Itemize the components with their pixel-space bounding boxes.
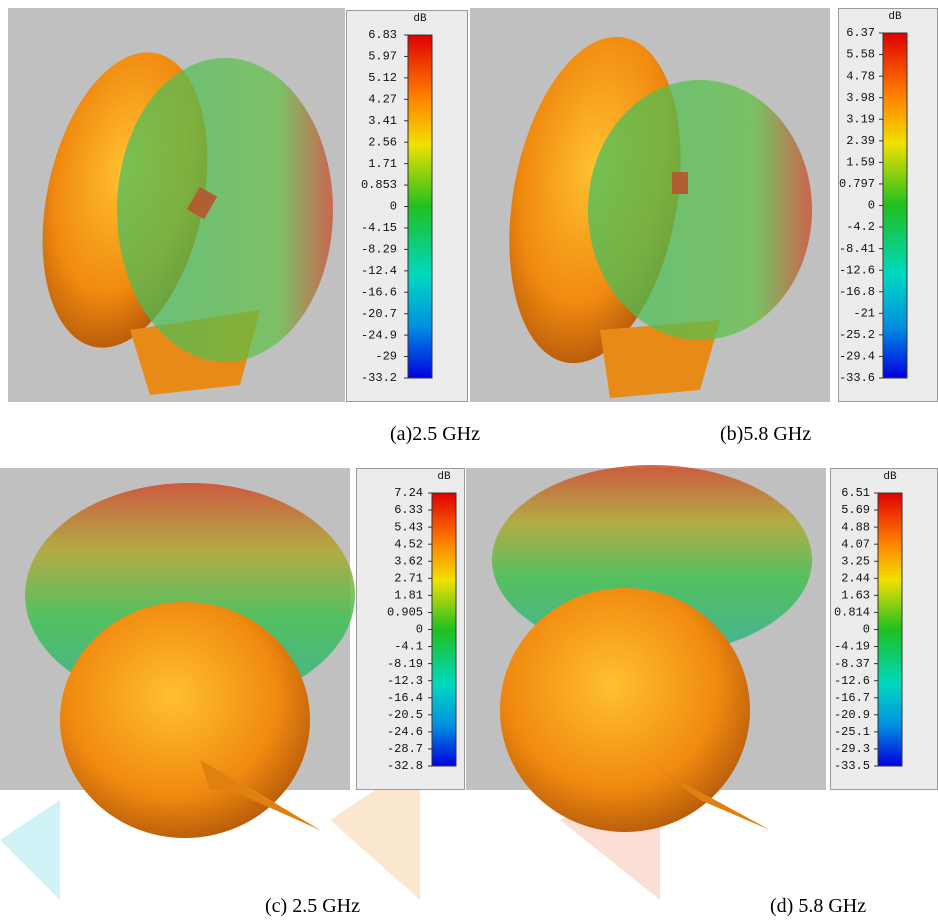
colorbar-label: -12.6 xyxy=(839,263,875,277)
caption: (c) 2.5 GHz xyxy=(265,895,360,917)
colorbar-label: 2.56 xyxy=(368,135,397,149)
caption: (b)5.8 GHz xyxy=(720,423,811,445)
colorbar-label: 2.39 xyxy=(846,134,875,148)
colorbar-label: -4.15 xyxy=(361,221,397,235)
colorbar xyxy=(408,35,432,378)
colorbar-unit: dB xyxy=(883,471,897,483)
colorbar-label: 4.07 xyxy=(841,537,870,551)
colorbar-unit: dB xyxy=(888,11,902,23)
colorbar-label: -32.8 xyxy=(387,759,423,773)
colorbar-label: -33.2 xyxy=(361,371,397,385)
colorbar-label: 0.797 xyxy=(839,177,875,191)
colorbar-label: -8.29 xyxy=(361,243,397,257)
pattern-image-d xyxy=(466,465,826,832)
colorbar-label: 1.63 xyxy=(841,589,870,603)
colorbar-label: -4.1 xyxy=(394,640,423,654)
colorbar-label: 0.905 xyxy=(387,606,423,620)
colorbar-label: 0.814 xyxy=(834,606,870,620)
colorbar-label: 7.24 xyxy=(394,486,423,500)
colorbar-label: 4.88 xyxy=(841,520,870,534)
colorbar-label: -8.19 xyxy=(387,657,423,671)
colorbar xyxy=(878,493,902,766)
colorbar-label: -16.6 xyxy=(361,285,397,299)
figure: dB 6.83 5.97 5.12 4.27 3.41 2.56 1.71 0.853 0 -4.1… xyxy=(0,0,938,922)
caption: (a)2.5 GHz xyxy=(390,423,480,445)
colorbar-label: 5.69 xyxy=(841,503,870,517)
colorbar-label: 3.98 xyxy=(846,91,875,105)
colorbar-label: -33.5 xyxy=(834,759,870,773)
colorbar-label: 6.33 xyxy=(394,503,423,517)
colorbar-unit: dB xyxy=(437,471,451,483)
colorbar-label: -4.19 xyxy=(834,640,870,654)
caption: (d) 5.8 GHz xyxy=(770,895,866,917)
colorbar-label: 1.81 xyxy=(394,589,423,603)
colorbar-label: 3.25 xyxy=(841,554,870,568)
colorbar-label: -8.37 xyxy=(834,657,870,671)
colorbar-label: -24.9 xyxy=(361,328,397,342)
colorbar-label: -25.1 xyxy=(834,725,870,739)
colorbar-label: -29.4 xyxy=(839,350,875,364)
colorbar-label: -16.4 xyxy=(387,691,423,705)
colorbar-label: -12.6 xyxy=(834,674,870,688)
colorbar-label: 4.52 xyxy=(394,537,423,551)
colorbar-label: 5.12 xyxy=(368,71,397,85)
colorbar xyxy=(883,33,907,378)
colorbar-label: -25.2 xyxy=(839,328,875,342)
colorbar-label: 1.71 xyxy=(368,157,397,171)
colorbar-label: 3.41 xyxy=(368,114,397,128)
colorbar-label: 5.43 xyxy=(394,520,423,534)
colorbar-label: 6.51 xyxy=(841,486,870,500)
colorbar-label: -12.3 xyxy=(387,674,423,688)
colorbar-label: -16.7 xyxy=(834,691,870,705)
colorbar-label: 2.71 xyxy=(394,571,423,585)
colorbar-unit: dB xyxy=(413,13,427,25)
pattern-image-a xyxy=(8,8,345,402)
colorbar-label: -33.6 xyxy=(839,371,875,385)
colorbar-label: 0 xyxy=(868,199,875,213)
colorbar-label: 2.44 xyxy=(841,571,870,585)
colorbar-label: -29.3 xyxy=(834,742,870,756)
colorbar-label: -24.6 xyxy=(387,725,423,739)
colorbar-label: 0.853 xyxy=(361,178,397,192)
colorbar-label: 6.37 xyxy=(846,26,875,40)
colorbar-label: -8.41 xyxy=(839,242,875,256)
colorbar-label: -21 xyxy=(853,306,875,320)
colorbar-label: -4.2 xyxy=(846,220,875,234)
colorbar-label: 0 xyxy=(863,623,870,637)
pattern-image-b xyxy=(470,8,830,402)
pattern-image-c xyxy=(0,468,355,838)
colorbar-label: -20.7 xyxy=(361,307,397,321)
colorbar-label: 0 xyxy=(416,623,423,637)
colorbar-label: -20.5 xyxy=(387,708,423,722)
colorbar-label: 5.97 xyxy=(368,50,397,64)
colorbar-label: 0 xyxy=(390,200,397,214)
colorbar-label: -16.8 xyxy=(839,285,875,299)
colorbar xyxy=(432,493,456,766)
colorbar-label: 3.19 xyxy=(846,112,875,126)
colorbar-label: -29 xyxy=(375,350,397,364)
colorbar-label: -28.7 xyxy=(387,742,423,756)
colorbar-label: 3.62 xyxy=(394,554,423,568)
colorbar-label: 4.27 xyxy=(368,92,397,106)
colorbar-label: 1.59 xyxy=(846,156,875,170)
colorbar-label: 6.83 xyxy=(368,28,397,42)
colorbar-label: -12.4 xyxy=(361,264,397,278)
colorbar-label: 4.78 xyxy=(846,69,875,83)
colorbar-label: -20.9 xyxy=(834,708,870,722)
colorbar-label: 5.58 xyxy=(846,48,875,62)
